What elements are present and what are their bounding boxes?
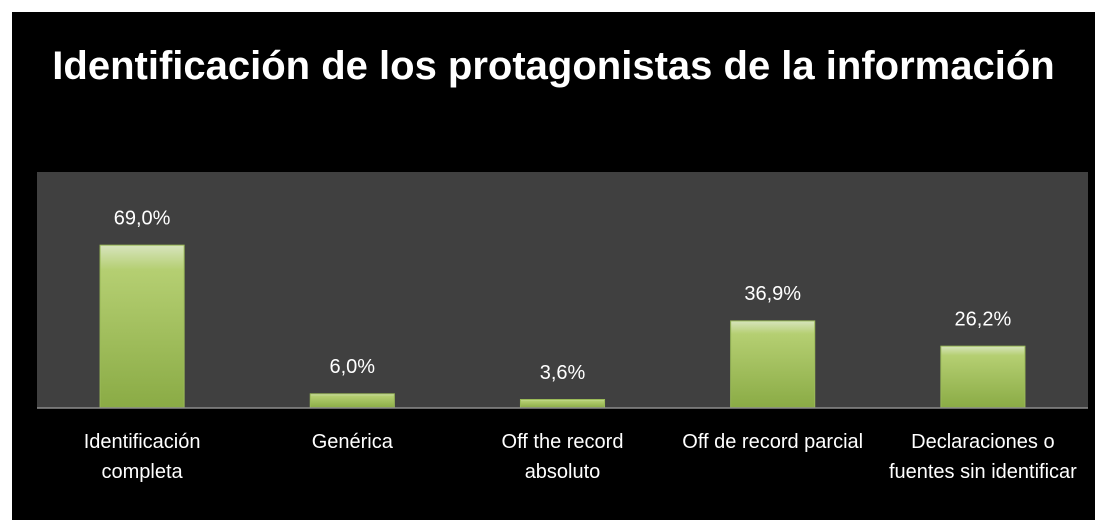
x-tick-label: Declaraciones o fuentes sin identificar xyxy=(888,431,1077,483)
plot-area xyxy=(37,172,1088,408)
x-tick-label: Off de record parcial xyxy=(682,431,864,453)
x-tick-label: Off the record absoluto xyxy=(501,431,624,483)
bar xyxy=(940,345,1026,409)
x-tick-label: Genérica xyxy=(311,431,393,453)
data-label: 6,0% xyxy=(330,356,376,378)
data-label: 69,0% xyxy=(114,207,171,229)
data-label: 26,2% xyxy=(955,308,1012,330)
bar xyxy=(99,244,185,409)
bar xyxy=(730,320,816,409)
x-tick-label: Identificación completa xyxy=(83,431,201,483)
bar xyxy=(519,399,606,409)
data-label: 3,6% xyxy=(540,362,586,384)
bar xyxy=(309,393,395,409)
chart-title: Identificación de los protagonistas de l… xyxy=(52,44,1055,88)
data-label: 36,9% xyxy=(744,283,801,305)
